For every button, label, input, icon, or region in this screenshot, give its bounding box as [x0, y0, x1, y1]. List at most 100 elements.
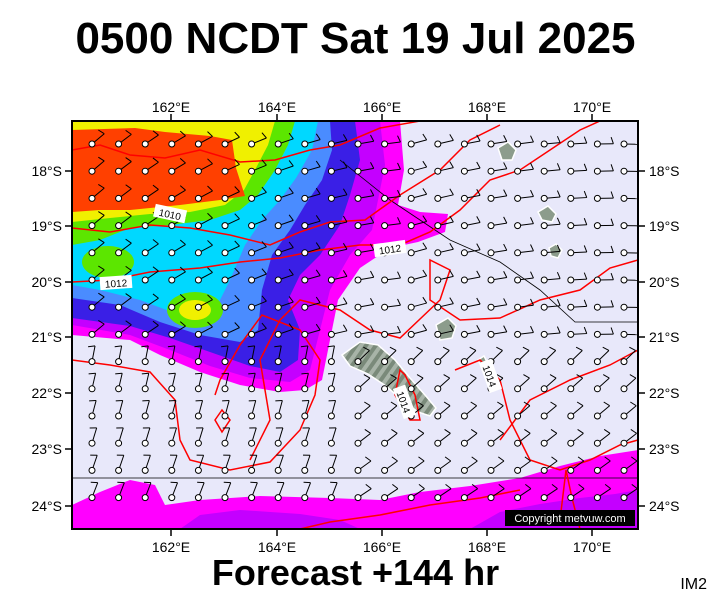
wind-barb: [514, 456, 531, 474]
wind-barb: [460, 401, 477, 420]
wind-barb: [274, 132, 294, 148]
wind-barb: [301, 400, 310, 420]
wind-barb: [274, 187, 294, 202]
wind-barb: [327, 134, 348, 148]
wind-barb: [168, 130, 186, 148]
wind-barb: [434, 429, 451, 447]
rain-region-red: [72, 128, 245, 212]
wind-barb: [460, 374, 477, 393]
wind-barb: [354, 346, 370, 366]
isobar-label: 1012: [378, 243, 402, 257]
wind-barb: [487, 189, 508, 202]
wind-barb: [407, 188, 428, 202]
wind-barb: [194, 454, 205, 474]
wind-barb: [221, 186, 240, 202]
wind-barb: [567, 456, 585, 474]
lon-label-bottom: 162°E: [152, 539, 190, 555]
wind-barb: [88, 238, 105, 257]
image-id: IM2: [680, 576, 707, 593]
lat-label-left: 20°S: [31, 274, 62, 290]
lat-label-right: 20°S: [649, 274, 680, 290]
longitude-labels-top: 162°E 164°E 166°E 168°E 170°E: [152, 99, 611, 115]
wind-barb: [168, 185, 186, 202]
wind-barb: [327, 270, 348, 284]
wind-barb: [514, 401, 531, 420]
wind-barb: [115, 400, 124, 420]
island-efate: [537, 205, 557, 223]
wind-barb: [248, 159, 267, 175]
reference-lines: [72, 159, 638, 479]
wind-barb: [194, 185, 213, 202]
wind-barb: [487, 243, 508, 257]
lon-label-top: 168°E: [468, 99, 506, 115]
wind-barb: [327, 481, 338, 502]
wind-barb: [540, 190, 561, 202]
wind-barb: [141, 372, 150, 393]
wind-barb: [540, 271, 561, 284]
lat-label-right: 19°S: [649, 218, 680, 234]
wind-barb: [567, 429, 584, 447]
wind-barb: [540, 217, 561, 230]
wind-barb: [274, 481, 285, 502]
wind-barb: [620, 273, 638, 284]
wind-barb: [114, 345, 123, 366]
wind-barb: [487, 298, 508, 311]
wind-barb: [248, 132, 267, 148]
wind-barb: [327, 324, 348, 338]
latitude-labels-left: 18°S 19°S 20°S 21°S 22°S 23°S 24°S: [31, 163, 62, 514]
wind-barb: [141, 157, 159, 175]
wind-barb: [434, 483, 452, 502]
wind-barb: [327, 161, 348, 175]
wind-barb: [381, 483, 399, 502]
wind-barb: [221, 213, 240, 230]
wind-barb: [460, 188, 481, 202]
wind-barb: [274, 214, 294, 230]
wind-barb: [487, 483, 505, 502]
wind-barb: [141, 266, 159, 284]
wind-barb: [88, 183, 105, 202]
wind-barb: [141, 239, 159, 257]
wind-barb: [301, 372, 309, 393]
wind-barb: [593, 136, 614, 148]
wind-barb: [115, 427, 124, 447]
wind-barb: [115, 184, 132, 202]
wind-barb: [115, 129, 132, 148]
wind-barb: [354, 270, 375, 284]
wind-barb: [354, 243, 375, 257]
wind-barb: [274, 372, 283, 393]
wind-barb: [221, 345, 229, 366]
wind-barb: [248, 186, 267, 202]
wind-barb: [593, 272, 614, 284]
wind-barb: [88, 481, 99, 502]
wind-barb: [381, 135, 401, 148]
wind-barb: [274, 296, 294, 311]
wind-barb: [88, 372, 97, 393]
wind-barb: [221, 158, 240, 175]
wind-barb: [593, 191, 614, 202]
wind-barb: [194, 427, 204, 447]
wind-barb: [248, 268, 267, 284]
isobar: [249, 258, 638, 461]
lat-label-right: 21°S: [649, 329, 680, 345]
wind-barb: [115, 481, 125, 502]
wind-barb: [460, 270, 481, 284]
wind-barb: [593, 245, 614, 257]
wind-barb: [168, 157, 186, 175]
longitude-labels-bottom: 162°E 164°E 166°E 168°E 170°E: [152, 539, 611, 555]
wind-barb: [620, 429, 637, 447]
wind-barb: [194, 400, 204, 420]
wind-barb: [460, 161, 481, 175]
wind-barb: [514, 346, 530, 366]
wind-barb: [247, 345, 256, 366]
wind-barb: [327, 345, 335, 366]
lat-label-left: 24°S: [31, 498, 62, 514]
wind-barb: [141, 345, 149, 366]
isobar: [499, 349, 638, 441]
island-tanna: [497, 141, 517, 161]
lon-label-top: 164°E: [258, 99, 296, 115]
wind-barb: [274, 427, 284, 447]
wind-barb: [194, 267, 213, 284]
wind-barb: [434, 188, 454, 202]
wind-barb: [593, 346, 610, 366]
wind-barb: [194, 345, 202, 366]
